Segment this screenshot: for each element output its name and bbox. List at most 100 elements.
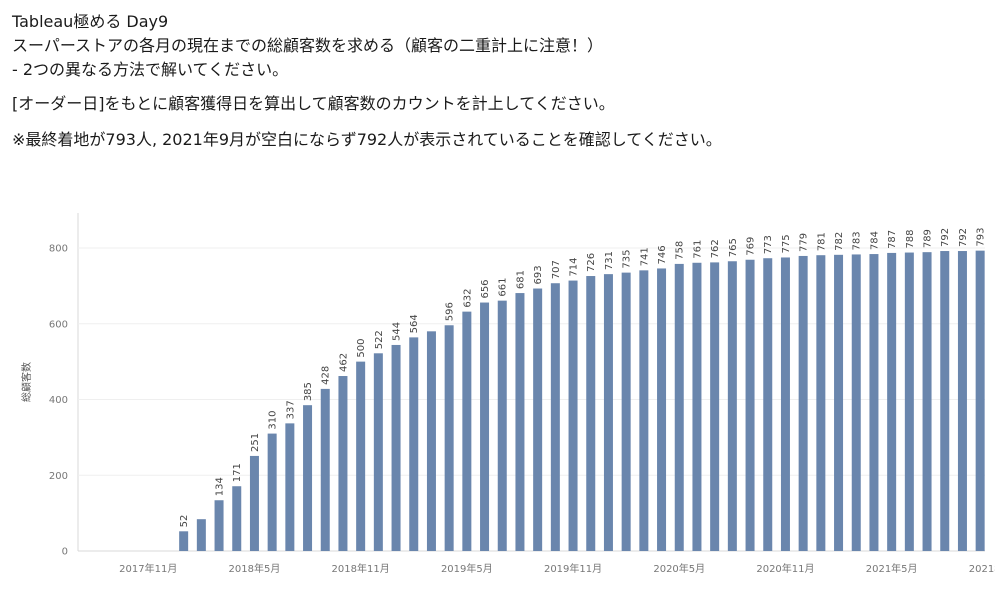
- data-label-2021-01: 781: [816, 232, 827, 251]
- bar-2019-01: [391, 344, 401, 551]
- bar-2021-07: [922, 252, 932, 551]
- data-label-2021-10: 793: [976, 228, 987, 247]
- bar-2020-02: [621, 272, 631, 551]
- bar-2020-08: [727, 261, 737, 551]
- data-label-2020-07: 762: [710, 239, 721, 258]
- bar-2018-09: [320, 388, 330, 551]
- data-label-2021-09: 792: [958, 228, 969, 247]
- bar-2018-06: [267, 433, 277, 551]
- bar-2019-07: [497, 300, 507, 551]
- data-label-2021-06: 788: [905, 229, 916, 248]
- data-label-2020-06: 761: [692, 240, 703, 259]
- bar-2018-07: [285, 423, 295, 551]
- x-tick-label: 2021年11月: [969, 562, 995, 575]
- header: Tableau極める Day9 スーパーストアの各月の現在までの総顧客数を求める…: [12, 10, 722, 152]
- data-label-2020-12: 779: [799, 233, 810, 252]
- data-label-2020-09: 769: [746, 237, 757, 256]
- data-label-2018-06: 310: [268, 410, 279, 429]
- y-tick-label: 200: [49, 471, 68, 482]
- x-tick-label: 2018年5月: [229, 562, 281, 575]
- data-label-2019-11: 714: [569, 257, 580, 276]
- bar-2018-03: [214, 500, 224, 551]
- data-label-2020-08: 765: [728, 238, 739, 257]
- y-tick-label: 0: [62, 547, 68, 558]
- data-label-2019-12: 726: [586, 253, 597, 272]
- bar-2019-04: [444, 325, 454, 551]
- bar-2021-01: [816, 255, 826, 552]
- bar-2020-06: [692, 262, 702, 551]
- data-label-2021-07: 789: [923, 229, 934, 248]
- bar-2018-10: [338, 376, 348, 551]
- bar-2020-04: [657, 268, 667, 551]
- data-label-2018-12: 522: [374, 330, 385, 349]
- bar-2018-01: [179, 531, 189, 551]
- bar-2020-07: [710, 262, 720, 551]
- bar-2019-11: [568, 280, 578, 551]
- data-label-2020-03: 741: [639, 247, 650, 266]
- bar-2019-08: [515, 293, 525, 551]
- data-label-2020-05: 758: [675, 241, 686, 260]
- bar-2019-06: [480, 302, 490, 551]
- data-label-2018-10: 462: [338, 353, 349, 372]
- x-tick-label: 2017年11月: [119, 562, 177, 575]
- data-label-2019-05: 632: [462, 289, 473, 308]
- bar-2021-04: [869, 254, 879, 551]
- data-label-2021-08: 792: [940, 228, 951, 247]
- instruction-line: [オーダー日]をもとに顧客獲得日を算出して顧客数のカウントを計上してください。: [12, 94, 615, 113]
- data-label-2018-05: 251: [250, 433, 261, 452]
- data-label-2021-02: 782: [834, 232, 845, 251]
- bar-2018-04: [232, 486, 242, 551]
- bar-2019-03: [426, 331, 436, 551]
- title-line: Tableau極める Day9: [12, 12, 169, 31]
- bar-2020-05: [674, 263, 684, 551]
- bar-2018-11: [356, 361, 366, 551]
- note-line: ※最終着地が793人, 2021年9月が空白にならず792人が表示されていること…: [12, 130, 722, 149]
- bar-2020-10: [763, 258, 773, 551]
- bar-2021-05: [887, 252, 897, 551]
- bar-2019-10: [550, 283, 560, 551]
- y-tick-label: 800: [49, 244, 68, 255]
- bar-2019-09: [533, 288, 543, 551]
- data-label-2020-11: 775: [781, 234, 792, 253]
- bar-2019-05: [462, 311, 472, 551]
- bar-2019-12: [586, 276, 596, 551]
- data-label-2021-05: 787: [887, 230, 898, 249]
- data-label-2019-06: 656: [480, 279, 491, 298]
- data-label-2019-09: 693: [533, 265, 544, 284]
- data-label-2018-09: 428: [321, 366, 332, 385]
- x-tick-label: 2018年11月: [332, 562, 390, 575]
- data-label-2020-04: 746: [657, 245, 668, 264]
- bar-2021-03: [851, 254, 861, 551]
- x-tick-label: 2020年11月: [756, 562, 814, 575]
- data-label-2018-03: 134: [215, 477, 226, 496]
- bar-2021-06: [904, 252, 914, 552]
- method-line: - 2つの異なる方法で解いてください。: [12, 60, 289, 79]
- data-label-2019-10: 707: [551, 260, 562, 279]
- data-label-2019-07: 661: [498, 278, 509, 297]
- data-label-2018-08: 385: [303, 382, 314, 401]
- bar-2021-02: [834, 254, 844, 551]
- bar-2021-08: [940, 251, 950, 551]
- bar-2018-02: [196, 519, 206, 551]
- bar-2020-03: [639, 270, 649, 551]
- x-tick-label: 2019年11月: [544, 562, 602, 575]
- data-label-2020-02: 735: [622, 250, 633, 269]
- bar-2020-12: [798, 255, 808, 552]
- bar-2019-02: [409, 337, 419, 551]
- data-label-2020-10: 773: [763, 235, 774, 254]
- data-label-2019-02: 564: [409, 314, 420, 333]
- data-label-2019-01: 544: [392, 322, 403, 341]
- y-tick-label: 600: [49, 319, 68, 330]
- bar-2020-11: [780, 257, 790, 551]
- data-label-2021-03: 783: [852, 231, 863, 250]
- bar-2018-08: [303, 405, 313, 551]
- data-label-2018-01: 52: [179, 515, 190, 528]
- bar-2018-12: [373, 353, 383, 551]
- task-line: スーパーストアの各月の現在までの総顧客数を求める（顧客の二重計上に注意！）: [12, 36, 604, 55]
- x-tick-label: 2019年5月: [441, 562, 493, 575]
- data-label-2018-07: 337: [285, 400, 296, 419]
- data-label-2019-08: 681: [515, 270, 526, 289]
- bar-2020-01: [603, 274, 613, 551]
- data-label-2018-04: 171: [232, 463, 243, 482]
